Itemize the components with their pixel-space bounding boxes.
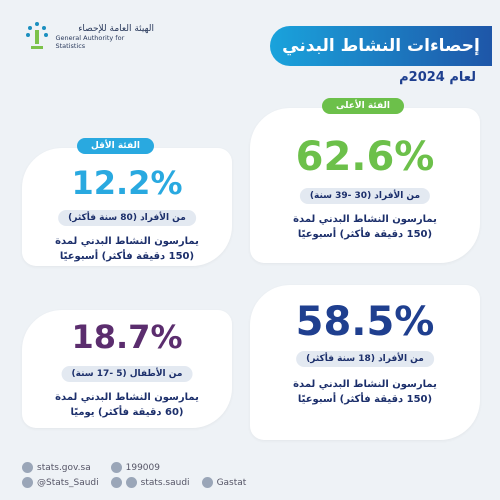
badge: الفئة الأعلى xyxy=(322,98,404,114)
desc-line: (150 دقيقة فأكثر) أسبوعيًا xyxy=(297,229,433,240)
desc-line: يمارسون النشاط البدني لمدة xyxy=(55,392,199,403)
stat-value: 58.5% xyxy=(295,299,435,345)
footer-item: 199009 xyxy=(110,462,190,473)
stat-value: 12.2% xyxy=(71,164,183,202)
desc-line: يمارسون النشاط البدني لمدة xyxy=(293,214,437,225)
badge: الفئة الأقل xyxy=(77,138,154,154)
logo: الهيئة العامة للإحصاء General Authority f… xyxy=(24,20,154,54)
group: من الأفراد (80 سنة فأكثر) xyxy=(58,210,196,226)
group: من الأفراد (30 -39 سنة) xyxy=(299,188,431,204)
footer-item: Gastat xyxy=(201,477,247,488)
card: 18.7% من الأطفال (5 -17 سنة) يمارسون الن… xyxy=(22,310,232,428)
group: من الأطفال (5 -17 سنة) xyxy=(61,366,193,382)
description: يمارسون النشاط البدني لمدة (60 دقيقة فأكث… xyxy=(22,390,232,420)
group: من الأفراد (18 سنة فأكثر) xyxy=(296,351,434,367)
desc-line: (60 دقيقة فأكثر) يوميًا xyxy=(70,407,184,418)
footer-text: @Stats_Saudi xyxy=(37,477,99,488)
stat-value: 18.7% xyxy=(71,318,183,356)
logo-mark xyxy=(26,22,48,49)
footer: stats.gov.sa 199009 @Stats_Saudi stats.s… xyxy=(22,462,246,488)
footer-item: @Stats_Saudi xyxy=(22,477,99,488)
footer-text: Gastat xyxy=(216,477,247,488)
org-ar: الهيئة العامة للإحصاء xyxy=(78,24,154,34)
footer-item: stats.saudi xyxy=(110,477,190,488)
description: يمارسون النشاط البدني لمدة (150 دقيقة فأك… xyxy=(250,212,480,242)
desc-line: يمارسون النشاط البدني لمدة xyxy=(55,236,199,247)
desc-line: يمارسون النشاط البدني لمدة xyxy=(293,379,437,390)
desc-line: (150 دقيقة فأكثر) أسبوعيًا xyxy=(297,394,433,405)
description: يمارسون النشاط البدني لمدة (150 دقيقة فأك… xyxy=(22,234,232,264)
footer-text: 199009 xyxy=(125,462,160,473)
card: الفئة الأقل 12.2% من الأفراد (80 سنة فأك… xyxy=(22,138,232,266)
card: الفئة الأعلى 62.6% من الأفراد (30 -39 سن… xyxy=(250,98,480,263)
header-title: إحصاءات النشاط البدني xyxy=(270,26,492,66)
stat-value: 62.6% xyxy=(295,134,435,180)
card: 58.5% من الأفراد (18 سنة فأكثر) يمارسون … xyxy=(250,285,480,440)
org-en: General Authority for Statistics xyxy=(55,34,125,50)
subtitle: لعام 2024م xyxy=(399,70,476,85)
desc-line: (150 دقيقة فأكثر) أسبوعيًا xyxy=(59,251,195,262)
footer-text: stats.gov.sa xyxy=(37,462,91,473)
description: يمارسون النشاط البدني لمدة (150 دقيقة فأك… xyxy=(250,377,480,407)
footer-text: stats.saudi xyxy=(140,477,190,488)
footer-item: stats.gov.sa xyxy=(22,462,99,473)
